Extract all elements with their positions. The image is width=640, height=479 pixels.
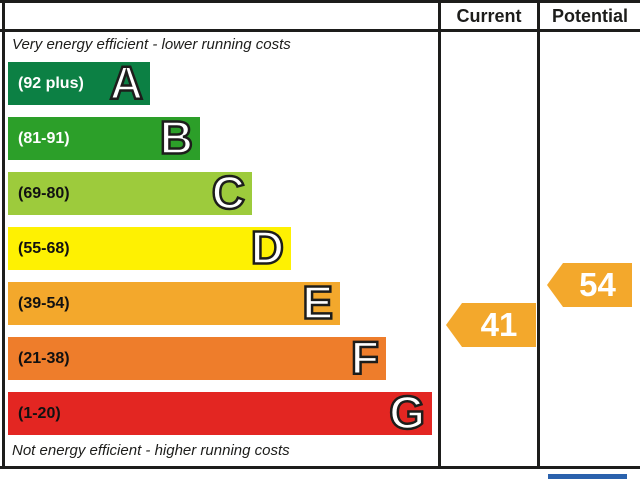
band-b: (81-91) B <box>8 111 200 164</box>
eu-flag-fragment <box>548 474 627 479</box>
band-d: (55-68) D <box>8 221 291 274</box>
potential-rating-arrow: 54 <box>547 263 632 307</box>
table-top-border <box>0 0 640 3</box>
band-a-range-label: (92 plus) <box>18 74 84 92</box>
band-d-range-label: (55-68) <box>18 239 70 257</box>
table-bottom-border <box>0 466 640 469</box>
band-g: (1-20) G <box>8 386 432 439</box>
band-f-letter: F <box>350 331 381 384</box>
band-a: (92 plus) A <box>8 56 150 109</box>
band-f: (21-38) F <box>8 331 386 384</box>
current-rating-value: 41 <box>480 306 518 343</box>
current-rating-arrow: 41 <box>446 303 536 347</box>
band-e-range-label: (39-54) <box>18 294 70 312</box>
current-column-header: Current <box>456 5 522 26</box>
band-b-letter: B <box>159 111 195 164</box>
potential-rating-value: 54 <box>579 266 616 303</box>
band-c-range-label: (69-80) <box>18 184 70 202</box>
potential-arrow-shape <box>547 263 632 307</box>
bottom-caption: Not energy efficient - higher running co… <box>12 442 290 459</box>
table-left-border <box>2 0 5 469</box>
band-e-letter: E <box>301 276 334 329</box>
band-g-range-label: (1-20) <box>18 404 61 422</box>
top-caption: Very energy efficient - lower running co… <box>12 36 291 53</box>
band-b-range-label: (81-91) <box>18 129 70 147</box>
band-a-letter: A <box>109 56 145 109</box>
band-d-letter: D <box>250 221 286 274</box>
band-c-letter: C <box>211 166 247 219</box>
header-separator-line <box>0 29 640 32</box>
current-column-line <box>438 0 441 469</box>
potential-column-header: Potential <box>551 5 628 26</box>
band-f-range-label: (21-38) <box>18 349 70 367</box>
current-arrow-shape <box>446 303 536 347</box>
band-c: (69-80) C <box>8 166 252 219</box>
potential-column-line <box>537 0 540 469</box>
band-e: (39-54) E <box>8 276 340 329</box>
band-g-letter: G <box>388 386 426 439</box>
